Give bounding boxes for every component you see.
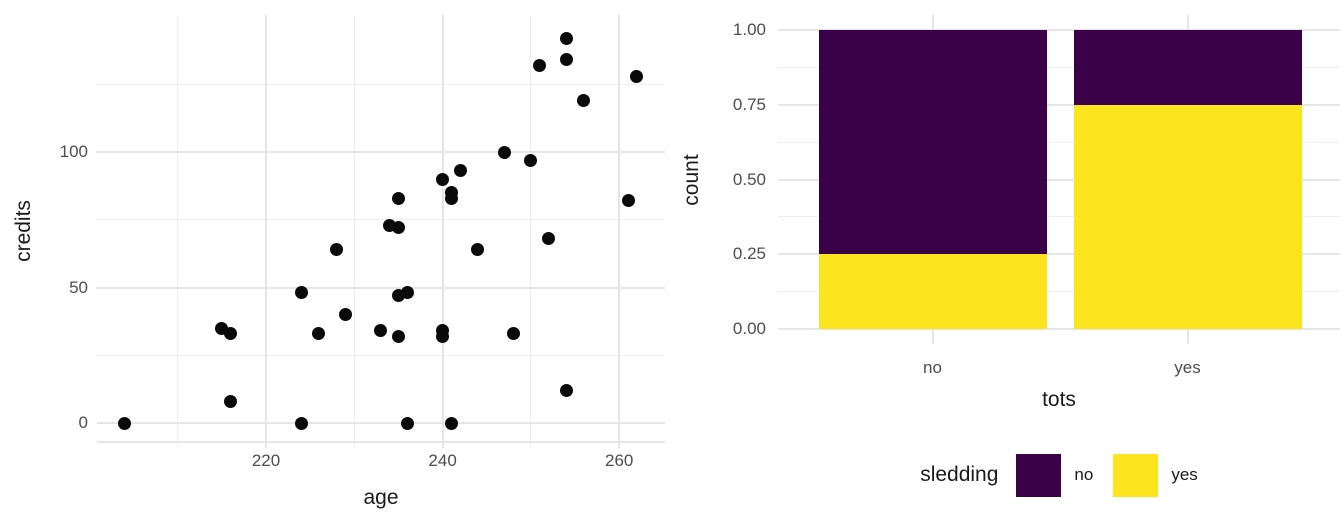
- x-tick-label: no: [923, 358, 942, 377]
- legend-entry-label-no: no: [1074, 465, 1094, 484]
- legend-key-yes-swatch: [1113, 453, 1159, 497]
- scatter-point: [497, 145, 511, 159]
- bar-segment-no-yes: [818, 254, 1047, 329]
- x-tick-label: 220: [251, 451, 281, 470]
- gridline-horizontal: [778, 66, 1340, 68]
- scatter-point: [524, 153, 538, 167]
- y-tick-label: 0.25: [732, 244, 766, 264]
- scatter-point: [374, 324, 388, 338]
- gridline-horizontal: [97, 83, 665, 85]
- legend-title: sledding: [920, 463, 999, 486]
- y-tick-label: 0.00: [732, 319, 766, 338]
- gridline-horizontal: [97, 422, 665, 424]
- scatter-point: [577, 94, 591, 107]
- legend: sledding no yes: [778, 452, 1340, 498]
- legend-entry-label-yes: yes: [1171, 465, 1198, 484]
- scatter-point: [391, 221, 405, 235]
- scatter-point: [436, 329, 450, 343]
- scatter-point: [542, 232, 556, 246]
- scatter-point: [118, 416, 132, 430]
- scatter-plot-panel: 220 240 260 0 50 100: [59, 15, 665, 470]
- gridline-horizontal: [97, 151, 665, 153]
- stacked-bar-chart: no yes 0.00 0.25 0.50 0.75 1.00 count tots sle…: [672, 0, 1344, 528]
- gridline-vertical: [530, 15, 532, 448]
- bar-segment-yes-no: [1073, 30, 1302, 105]
- bar-segment-yes-yes: [1073, 104, 1302, 329]
- gridline-horizontal: [97, 219, 665, 221]
- scatter-point: [436, 172, 450, 186]
- gridline-vertical: [265, 15, 267, 448]
- gridline-horizontal: [778, 141, 1340, 143]
- scatter-point: [294, 416, 308, 430]
- bar-y-axis-title: count: [680, 154, 703, 206]
- scatter-point: [621, 194, 635, 208]
- scatter-point: [330, 243, 344, 257]
- scatter-point: [400, 286, 414, 300]
- scatter-point: [312, 327, 326, 341]
- scatter-point: [533, 58, 547, 72]
- x-tick-label: yes: [1174, 358, 1201, 377]
- scatter-point: [630, 69, 644, 83]
- y-tick-label: 1.00: [732, 20, 766, 39]
- scatter-point: [338, 308, 352, 322]
- scatter-point: [391, 191, 405, 205]
- scatter-point: [471, 243, 485, 257]
- gridline-horizontal: [778, 216, 1340, 218]
- scatter-point: [224, 327, 238, 341]
- bar-segment-no-no: [818, 30, 1047, 255]
- gridline-horizontal: [97, 441, 665, 443]
- scatter-y-axis-title: credits: [12, 200, 35, 262]
- gridline-horizontal: [778, 29, 1340, 31]
- gridline-vertical: [177, 15, 179, 448]
- gridline-vertical: [441, 15, 444, 448]
- gridline-horizontal: [778, 328, 1340, 330]
- scatter-point: [294, 286, 308, 300]
- gridline-horizontal: [778, 103, 1340, 106]
- y-tick-label: 0: [78, 413, 88, 432]
- legend-key-no-swatch: [1016, 453, 1062, 497]
- y-tick-label: 0.75: [732, 94, 766, 114]
- scatter-point: [391, 329, 405, 343]
- gridline-horizontal: [97, 286, 665, 289]
- x-tick-label: 260: [605, 451, 634, 470]
- gridline-vertical: [353, 15, 355, 448]
- scatter-point: [400, 416, 414, 430]
- scatter-plot: 220 240 260 0 50 100 credits age: [12, 15, 665, 509]
- scatter-point: [506, 327, 520, 341]
- gridline-horizontal: [778, 291, 1340, 293]
- gridline-horizontal: [97, 354, 665, 356]
- gridline-vertical: [618, 15, 621, 448]
- scatter-point: [224, 394, 238, 408]
- scatter-point: [444, 191, 458, 205]
- gridline-horizontal: [778, 253, 1340, 256]
- bar-x-axis-title: tots: [1042, 388, 1076, 411]
- scatter-point: [559, 383, 573, 397]
- scatter-point: [559, 53, 573, 67]
- y-tick-label: 50: [69, 277, 88, 297]
- scatter-x-axis-title: age: [363, 486, 399, 509]
- scatter-point: [559, 31, 573, 45]
- y-tick-label: 0.50: [732, 169, 766, 189]
- bar-chart-panel: no yes 0.00 0.25 0.50 0.75 1.00: [672, 0, 1344, 528]
- y-tick-label: 100: [59, 142, 88, 161]
- x-tick-label: 240: [428, 451, 457, 470]
- scatter-point: [453, 164, 467, 178]
- scatter-point: [444, 416, 458, 430]
- gridline-horizontal: [778, 178, 1340, 181]
